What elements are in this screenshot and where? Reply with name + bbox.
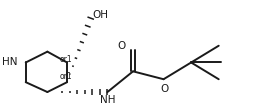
Text: or1: or1 — [59, 72, 72, 81]
Text: or1: or1 — [59, 55, 72, 64]
Text: HN: HN — [2, 57, 18, 68]
Text: O: O — [117, 41, 125, 51]
Text: OH: OH — [93, 10, 109, 20]
Text: NH: NH — [100, 95, 115, 105]
Text: O: O — [161, 84, 169, 94]
